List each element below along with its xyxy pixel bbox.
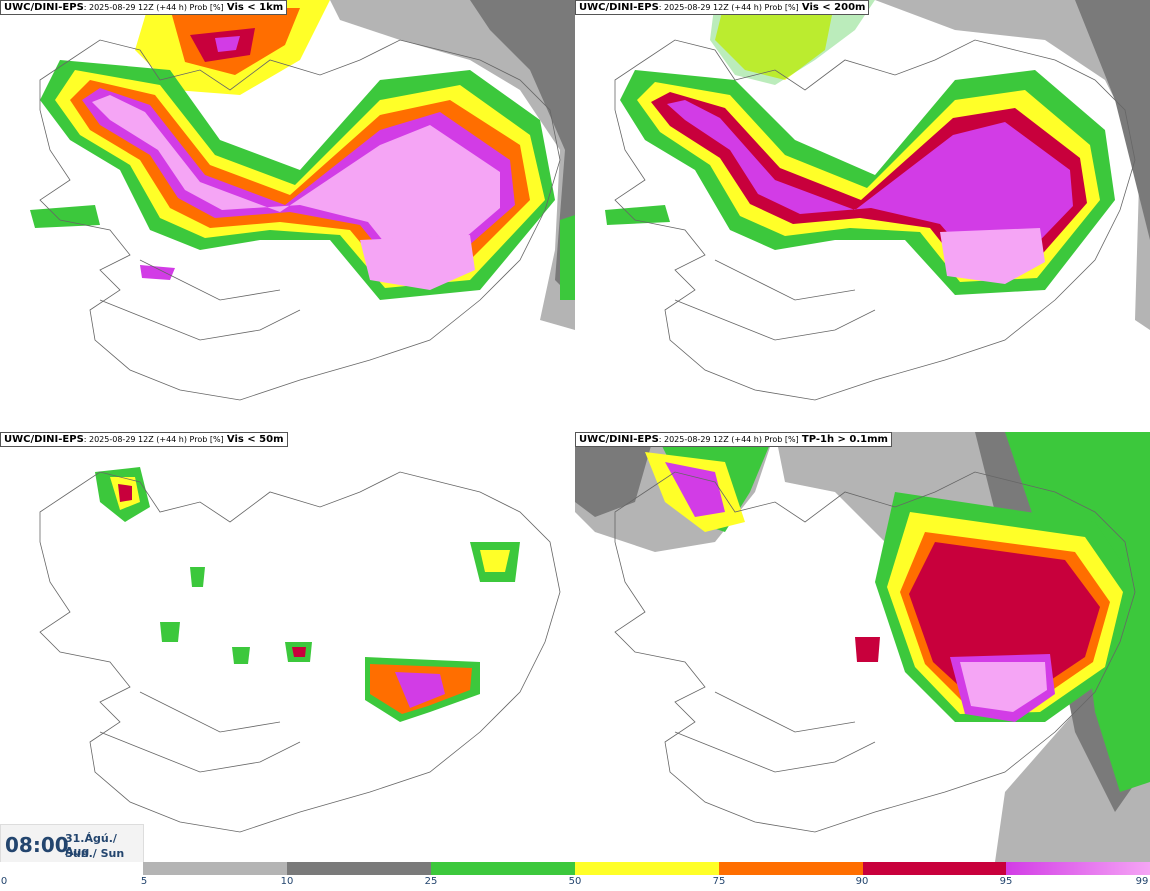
probability-field — [95, 467, 520, 722]
valid-time: 08:00 — [5, 833, 69, 857]
map-vis-1km — [30, 0, 575, 401]
valid-date: 31.Ágú./ Aug — [65, 832, 117, 858]
run-info: : 2025-08-29 12Z (+44 h) Prob [%] — [83, 3, 224, 12]
map-tp1h — [575, 432, 1150, 862]
colorbar-tick: 50 — [568, 876, 582, 887]
map-panel-vis-50m: UWC/DINI-EPS: 2025-08-29 12Z (+44 h) Pro… — [0, 432, 575, 862]
colorbar-segment-95-99 — [1006, 862, 1150, 875]
colorbar-tick: 75 — [712, 876, 726, 887]
colorbar-tick: 5 — [140, 876, 148, 887]
probability-field — [605, 0, 1150, 330]
map-vis-50m — [39, 467, 561, 833]
colorbar-segment-5-10 — [143, 862, 287, 875]
colorbar-tick: 0 — [0, 876, 8, 887]
colorbar-segment-10-25 — [287, 862, 431, 875]
panel-title: UWC/DINI-EPS: 2025-08-29 12Z (+44 h) Pro… — [0, 0, 288, 15]
probability-colorbar: 0 5 10 25 50 75 90 95 99 — [0, 862, 1150, 891]
map-panel-tp1h: UWC/DINI-EPS: 2025-08-29 12Z (+44 h) Pro… — [575, 432, 1150, 862]
colorbar-tick: 99 — [1135, 876, 1149, 887]
colorbar-tick: 95 — [999, 876, 1013, 887]
run-info: : 2025-08-29 12Z (+44 h) Prob [%] — [83, 435, 224, 444]
colorbar-tick: 90 — [855, 876, 869, 887]
probability-field — [30, 0, 575, 330]
colorbar-segment-25-50 — [431, 862, 575, 875]
map-vis-200m — [605, 0, 1150, 401]
panel-title: UWC/DINI-EPS: 2025-08-29 12Z (+44 h) Pro… — [575, 0, 870, 15]
map-panel-vis-200m: UWC/DINI-EPS: 2025-08-29 12Z (+44 h) Pro… — [575, 0, 1150, 432]
colorbar-segment-0-5 — [0, 862, 143, 875]
variable-name: Vis < 50m — [226, 434, 284, 445]
model-name: UWC/DINI-EPS — [579, 434, 659, 445]
model-name: UWC/DINI-EPS — [4, 2, 84, 13]
model-name: UWC/DINI-EPS — [579, 2, 659, 13]
valid-weekday: Sun./ Sun — [65, 847, 125, 860]
colorbar-segment-90-95 — [863, 862, 1006, 875]
probability-field — [575, 432, 1150, 862]
colorbar-tick: 25 — [424, 876, 438, 887]
model-name: UWC/DINI-EPS — [4, 434, 84, 445]
colorbar-segment-75-90 — [719, 862, 863, 875]
variable-name: Vis < 1km — [226, 2, 284, 13]
panel-title: UWC/DINI-EPS: 2025-08-29 12Z (+44 h) Pro… — [0, 432, 288, 447]
map-panel-vis-1km: UWC/DINI-EPS: 2025-08-29 12Z (+44 h) Pro… — [0, 0, 575, 432]
colorbar-segment-50-75 — [575, 862, 719, 875]
panel-title: UWC/DINI-EPS: 2025-08-29 12Z (+44 h) Pro… — [575, 432, 892, 447]
run-info: : 2025-08-29 12Z (+44 h) Prob [%] — [658, 435, 799, 444]
colorbar-tick: 10 — [280, 876, 294, 887]
run-info: : 2025-08-29 12Z (+44 h) Prob [%] — [658, 3, 799, 12]
variable-name: Vis < 200m — [801, 2, 866, 13]
variable-name: TP-1h > 0.1mm — [801, 434, 888, 445]
valid-time-box: 08:00 31.Ágú./ Aug Sun./ Sun — [0, 824, 144, 866]
